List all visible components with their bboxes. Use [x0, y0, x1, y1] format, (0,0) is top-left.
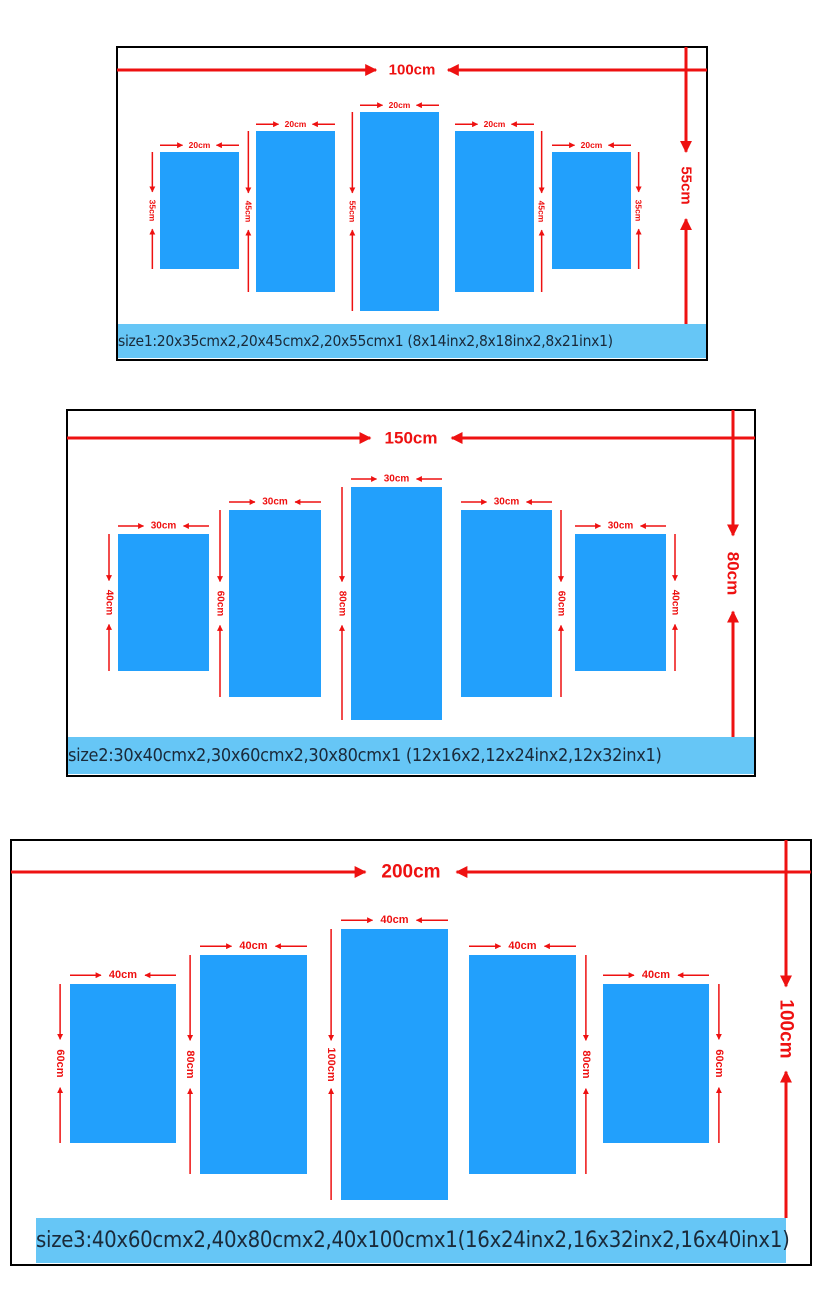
canvas-panel [229, 510, 321, 697]
piece-height-label: 60cm [215, 591, 226, 617]
piece-height-label: 60cm [556, 591, 567, 617]
total-height-label: 80cm [724, 552, 743, 595]
piece-width-label: 20cm [389, 100, 411, 110]
canvas-panel [200, 955, 307, 1174]
total-height-label: 55cm [678, 166, 695, 204]
piece-width-label: 20cm [581, 140, 603, 150]
size-caption: size3:40x60cmx2,40x80cmx2,40x100cmx1(16x… [36, 1218, 790, 1263]
piece-width-label: 20cm [484, 119, 506, 129]
size-caption: size1:20x35cmx2,20x45cmx2,20x55cmx1 (8x1… [118, 324, 706, 358]
canvas-panel [351, 487, 442, 720]
piece-width-label: 40cm [239, 940, 267, 952]
piece-width-label: 30cm [494, 497, 520, 508]
canvas-panel [455, 131, 534, 292]
piece-width-label: 40cm [642, 969, 670, 981]
piece-height-label: 80cm [184, 1050, 196, 1078]
piece-width-label: 30cm [384, 474, 410, 485]
piece-width-label: 20cm [189, 140, 211, 150]
piece-height-label: 40cm [670, 590, 681, 616]
piece-height-label: 35cm [634, 200, 644, 222]
piece-width-label: 30cm [262, 497, 288, 508]
size-caption: size2:30x40cmx2,30x60cmx2,30x80cmx1 (12x… [68, 737, 754, 774]
piece-height-label: 100cm [325, 1047, 337, 1081]
piece-width-label: 40cm [109, 969, 137, 981]
piece-height-label: 60cm [54, 1049, 66, 1077]
piece-height-label: 55cm [347, 201, 357, 223]
canvas-panel [360, 112, 439, 311]
piece-width-label: 30cm [608, 521, 634, 532]
piece-width-label: 40cm [508, 940, 536, 952]
piece-height-label: 40cm [104, 590, 115, 616]
canvas-panel [603, 984, 709, 1143]
piece-width-label: 40cm [380, 914, 408, 926]
piece-width-label: 30cm [151, 521, 177, 532]
canvas-panel [341, 929, 448, 1200]
piece-height-label: 80cm [337, 591, 348, 617]
canvas-panel [118, 534, 209, 671]
total-height-label: 100cm [776, 999, 797, 1058]
piece-height-label: 45cm [537, 201, 547, 223]
piece-height-label: 45cm [243, 201, 253, 223]
canvas-panel [575, 534, 666, 671]
total-width-label: 100cm [389, 62, 436, 79]
canvas-panel [256, 131, 335, 292]
piece-height-label: 80cm [580, 1050, 592, 1078]
canvas-panel [461, 510, 552, 697]
total-width-label: 200cm [381, 862, 440, 883]
canvas-panel [70, 984, 176, 1143]
piece-height-label: 35cm [147, 200, 157, 222]
total-width-label: 150cm [385, 429, 438, 448]
canvas-panel [160, 152, 239, 269]
canvas-panel [469, 955, 576, 1174]
canvas-panel [552, 152, 631, 269]
piece-width-label: 20cm [285, 119, 307, 129]
piece-height-label: 60cm [713, 1049, 725, 1077]
